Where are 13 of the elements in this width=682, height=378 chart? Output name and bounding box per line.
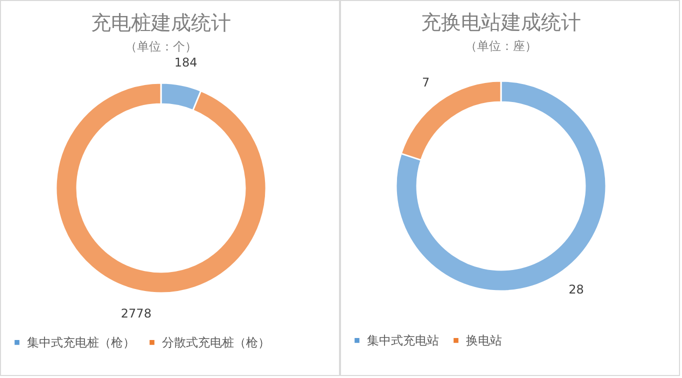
legend-label: 集中式充电站	[367, 333, 439, 348]
chart-subtitle: （单位：个）	[125, 39, 197, 54]
data-label: 28	[568, 282, 584, 297]
chart-title: 充换电站建成统计	[421, 10, 581, 34]
data-label: 7	[422, 75, 430, 90]
data-label: 2778	[120, 306, 152, 321]
chart-subtitle: （单位：座）	[465, 39, 537, 53]
legend-label: 换电站	[466, 333, 502, 348]
data-label: 184	[174, 55, 198, 70]
chart-title: 充电桩建成统计	[91, 10, 231, 34]
donut-slice	[55, 82, 267, 294]
legend-label: 分散式充电桩（枪）	[162, 335, 270, 350]
legend-label: 集中式充电桩（枪）	[27, 335, 135, 350]
